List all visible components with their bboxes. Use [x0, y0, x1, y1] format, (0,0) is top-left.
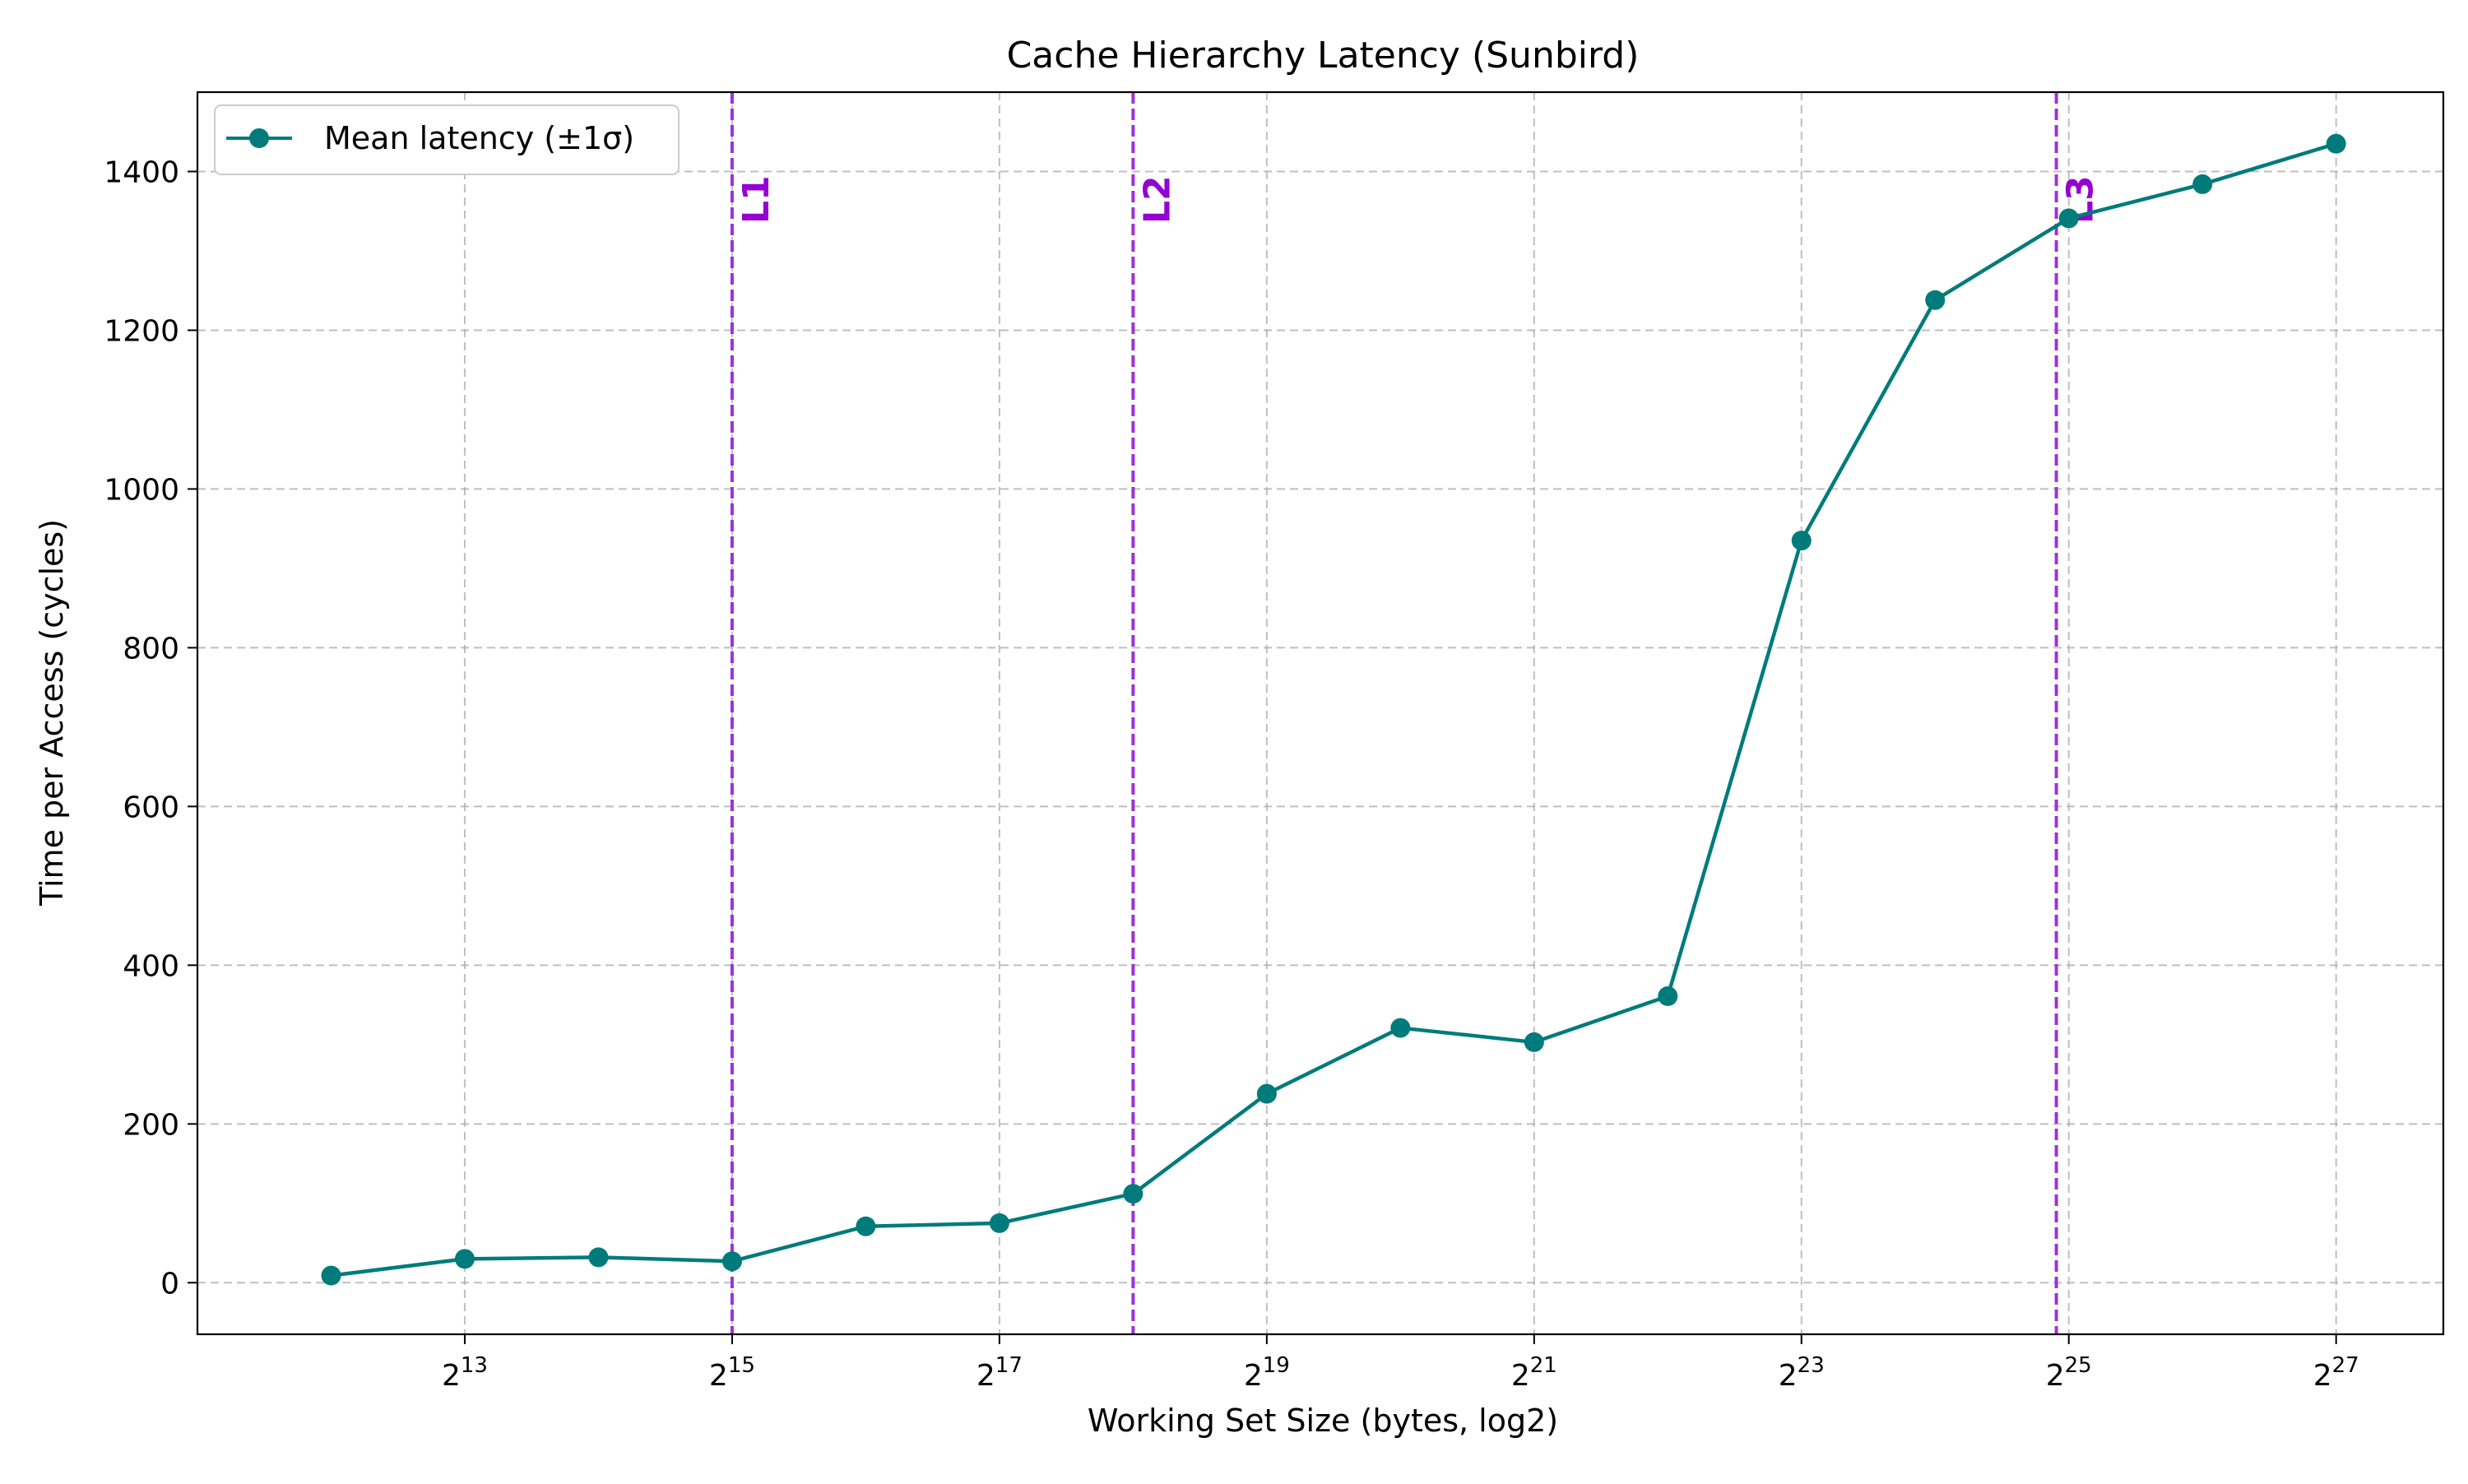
y-axis-label: Time per Access (cycles) [34, 519, 70, 907]
y-tick-label: 600 [123, 791, 179, 824]
series-line [331, 141, 2337, 1278]
y-tick-label: 1400 [104, 155, 179, 189]
x-tick-label: 217 [977, 1353, 1023, 1393]
data-point [1123, 1184, 1144, 1204]
y-tick-label: 1000 [104, 473, 179, 507]
data-point [588, 1247, 609, 1268]
legend-series-marker [249, 128, 269, 148]
data-point [2326, 133, 2346, 154]
chart-title: Cache Hierarchy Latency (Sunbird) [1007, 35, 1640, 77]
plot-frame [196, 90, 2445, 1336]
data-point [1925, 290, 1946, 310]
x-tick-label: 213 [442, 1353, 488, 1393]
data-point [321, 1265, 341, 1286]
x-tick-label: 225 [2046, 1353, 2092, 1393]
data-point [1390, 1018, 1411, 1038]
y-tick-label: 800 [123, 632, 179, 665]
data-point [1791, 531, 1812, 551]
x-tick-label: 223 [1779, 1353, 1825, 1393]
x-tick-label: 221 [1511, 1353, 1557, 1393]
y-tick-label: 200 [123, 1108, 179, 1142]
legend-box [214, 104, 680, 175]
data-point [2058, 208, 2079, 229]
legend: Mean latency (±1σ) [214, 104, 680, 175]
x-axis-label: Working Set Size (bytes, log2) [1088, 1403, 1558, 1439]
series-layer [321, 133, 2346, 1286]
data-point [989, 1213, 1009, 1233]
data-point [1256, 1083, 1277, 1104]
cache-marker-label: L2 [1136, 175, 1178, 224]
data-point [721, 1251, 742, 1272]
tick-layer: 213 215 217 219 221 223 225 227 0 200 400 600 800 100… [104, 155, 2359, 1393]
data-point [1524, 1032, 1544, 1052]
data-point [2192, 174, 2213, 194]
x-tick-label: 215 [709, 1353, 755, 1393]
x-tick-label: 227 [2313, 1353, 2359, 1393]
data-point [1658, 985, 1678, 1006]
y-tick-label: 400 [123, 949, 179, 983]
cache-marker-layer: L1 L2 L3 [730, 92, 2102, 1334]
cache-marker-label: L1 [735, 175, 777, 224]
grid-layer [197, 92, 2443, 1334]
data-point [856, 1216, 876, 1236]
x-tick-label: 219 [1244, 1353, 1290, 1393]
y-tick-label: 1200 [104, 314, 179, 348]
legend-series-label: Mean latency (±1σ) [324, 120, 634, 156]
data-point [454, 1249, 475, 1269]
y-tick-label: 0 [160, 1267, 179, 1301]
